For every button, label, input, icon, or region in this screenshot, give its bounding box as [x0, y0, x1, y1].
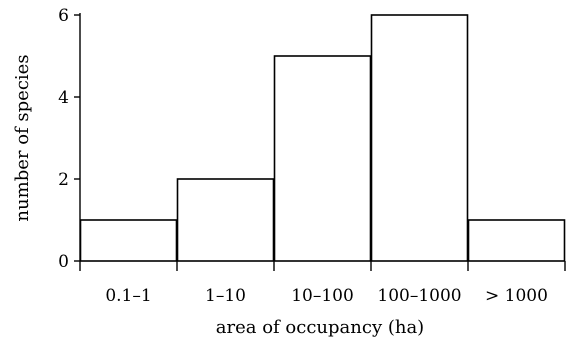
- bar-2: [176, 178, 275, 262]
- y-tick-label: 0: [58, 252, 69, 272]
- bar-5: [467, 219, 566, 262]
- bar-1: [79, 219, 178, 262]
- x-tick-label: > 1000: [485, 286, 548, 306]
- bars-group: [79, 14, 566, 262]
- y-tick-label: 6: [58, 6, 69, 26]
- x-tick-label: 10–100: [291, 286, 354, 306]
- y-tick-label: 4: [58, 88, 69, 108]
- x-tick-label: 1–10: [205, 286, 246, 306]
- y-tick-label: 2: [58, 170, 69, 190]
- bar-4: [370, 14, 469, 262]
- x-tick-label: 100–1000: [377, 286, 461, 306]
- bar-3: [273, 55, 372, 262]
- x-axis-title: area of occupancy (ha): [216, 317, 424, 338]
- y-axis-title: number of species: [12, 54, 33, 221]
- ticks-group: 0 2 4 6 0.1–1 1–10 10–100 100–1000 > 1000: [58, 6, 566, 306]
- x-tick-label: 0.1–1: [105, 286, 151, 306]
